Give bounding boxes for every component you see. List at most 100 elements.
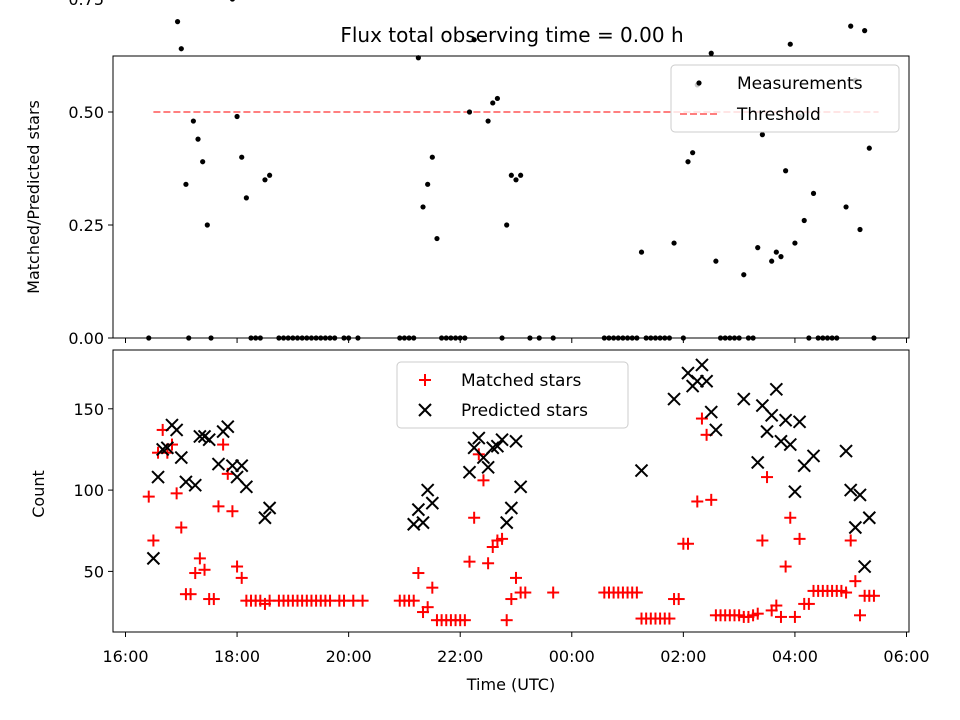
measurement-point — [234, 113, 240, 120]
flux-ratio-panel: Flux total observing time = 0.00 h Match… — [24, 0, 910, 348]
matched-star-point — [663, 612, 676, 625]
measurement-point — [787, 41, 793, 47]
matched-star-point — [477, 474, 490, 487]
predicted-star-point — [462, 465, 477, 479]
predicted-star-point — [760, 424, 774, 439]
matched-star-point — [412, 567, 425, 580]
predicted-star-point — [704, 405, 718, 419]
measurement-point — [755, 245, 761, 251]
measurement-point — [713, 258, 719, 264]
predicted-star-point — [179, 475, 193, 489]
measurement-point — [204, 222, 210, 228]
measurement-point — [741, 272, 747, 278]
matched-star-point — [198, 563, 211, 576]
predicted-star-point — [751, 455, 765, 470]
predicted-star-point — [634, 463, 649, 478]
predicted-star-point — [146, 551, 161, 566]
bottom-legend: Matched stars Predicted stars — [396, 361, 629, 429]
bottom-y-axis-title: Count — [29, 470, 48, 518]
legend-matched-label: Matched stars — [461, 371, 581, 391]
top-y-tick-label: 0.25 — [68, 216, 104, 235]
predicted-star-point — [848, 520, 863, 535]
x-tick-label: 20:00 — [326, 647, 372, 666]
predicted-star-point — [853, 488, 867, 502]
measurement-point — [508, 172, 514, 178]
matched-star-point — [207, 593, 220, 606]
predicted-star-point — [769, 382, 784, 396]
predicted-star-point — [169, 423, 184, 437]
measurement-point — [792, 240, 798, 246]
measurement-point — [759, 132, 765, 138]
bottom-y-axis: 50 100 150 — [73, 400, 113, 581]
matched-star-point — [463, 555, 476, 568]
measurement-point — [857, 226, 863, 233]
top-legend-box — [670, 64, 900, 133]
predicted-star-point — [411, 502, 426, 517]
matched-star-point — [407, 594, 420, 607]
measurement-point — [466, 109, 473, 115]
matched-star-point — [867, 589, 880, 602]
measurement-point — [425, 181, 431, 187]
matched-star-point — [189, 567, 202, 580]
measurement-point — [783, 168, 789, 174]
predicted-star-point — [857, 559, 872, 574]
top-y-tick-label: 0.00 — [68, 329, 104, 348]
matched-star-point — [505, 593, 518, 606]
predicted-star-point — [174, 450, 188, 465]
measurement-point — [671, 240, 677, 246]
star-count-panel: Count Time (UTC) 50 100 150 16:00 18:00 20:0… — [29, 349, 930, 694]
measurement-point — [174, 19, 181, 25]
measurement-point — [195, 136, 201, 142]
predicted-star-point — [509, 434, 523, 449]
matched-star-point — [235, 571, 248, 584]
measurement-point — [708, 50, 714, 56]
matched-star-point — [500, 614, 513, 627]
predicted-star-point — [490, 439, 505, 453]
x-tick-label: 06:00 — [883, 647, 929, 666]
matched-star-point — [170, 487, 183, 500]
matched-star-point — [142, 490, 155, 503]
matched-star-point — [844, 534, 857, 547]
matched-star-point — [426, 581, 439, 594]
matched-star-point — [751, 607, 764, 620]
predicted-star-point — [211, 457, 226, 471]
bottom-x-axis: 16:00 18:00 20:00 22:00 00:00 02:00 04:00 06:00 — [102, 632, 930, 666]
measurement-point — [494, 95, 500, 102]
predicted-star-point — [504, 501, 519, 515]
measurement-point — [866, 145, 872, 151]
measurement-point — [810, 190, 817, 196]
x-tick-label: 02:00 — [660, 647, 706, 666]
matched-star-point — [681, 537, 694, 550]
measurement-point — [862, 28, 868, 34]
matched-star-point — [231, 560, 244, 573]
matched-star-point — [547, 586, 560, 599]
matched-star-point — [630, 586, 643, 599]
top-y-axis: 0.000.250.500.751.00 — [68, 0, 113, 348]
matched-star-point — [691, 495, 704, 508]
matched-star-point — [421, 601, 434, 614]
matched-star-point — [672, 593, 685, 606]
measurement-point — [778, 254, 784, 260]
matched-star-point — [840, 586, 853, 599]
matched-star-point — [486, 541, 499, 554]
chart-title: Flux total observing time = 0.00 h — [340, 23, 683, 47]
legend-predicted-marker — [418, 403, 432, 417]
matched-star-point — [356, 594, 369, 607]
predicted-star-point — [258, 511, 272, 525]
measurement-point — [471, 37, 477, 43]
measurement-point — [773, 249, 779, 255]
top-y-tick-label: 0.50 — [68, 103, 104, 122]
measurement-point — [504, 222, 510, 228]
predicted-star-point — [160, 441, 175, 455]
predicted-star-point — [667, 392, 681, 406]
measurement-point — [267, 172, 273, 178]
predicted-star-point — [699, 374, 714, 388]
predicted-star-point — [709, 423, 723, 437]
matched-star-point — [509, 571, 522, 584]
predicted-star-point — [416, 515, 430, 530]
predicted-star-point — [513, 480, 528, 494]
predicted-star-point — [221, 419, 235, 434]
matched-star-point — [770, 599, 783, 612]
measurement-point — [178, 46, 184, 52]
